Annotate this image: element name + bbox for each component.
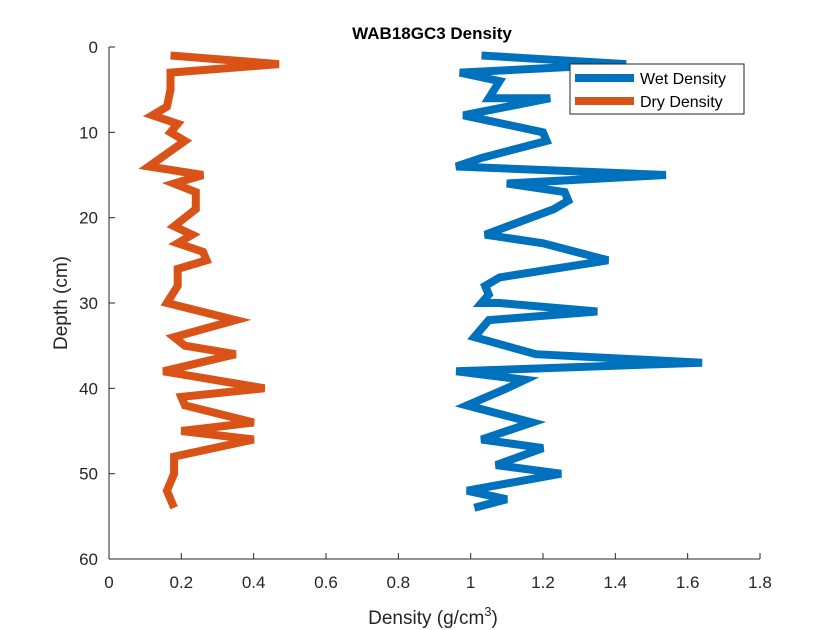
dry-density-line (138, 51, 280, 510)
x-axis-label-superscript: 3 (484, 604, 491, 619)
y-tick-label: 10 (79, 123, 98, 142)
x-tick-label: 0 (104, 573, 113, 592)
x-tick-label: 0.4 (242, 573, 266, 592)
wet-density-line (454, 51, 703, 512)
x-tick-label: 1.2 (531, 573, 555, 592)
x-tick-label: 0.8 (387, 573, 411, 592)
x-tick-label: 1.6 (676, 573, 700, 592)
y-axis-label: Depth (cm) (51, 256, 72, 350)
plot-series (138, 51, 703, 512)
legend-box (569, 63, 745, 115)
y-tick-label: 0 (89, 38, 98, 57)
legend-label-dry: Dry Density (640, 94, 723, 111)
x-tick-label: 0.6 (314, 573, 338, 592)
legend: Wet Density Dry Density (569, 63, 745, 115)
x-axis-label: Density (g/cm3) (368, 604, 498, 629)
y-tick-label: 30 (79, 294, 98, 313)
x-tick-label: 1 (466, 573, 475, 592)
y-tick-label: 20 (79, 209, 98, 228)
x-tick-label: 1.8 (748, 573, 772, 592)
x-tick-label: 0.2 (170, 573, 194, 592)
x-axis-label-suffix: ) (492, 608, 498, 629)
legend-label-wet: Wet Density (640, 71, 726, 88)
x-tick-label: 1.4 (604, 573, 628, 592)
y-tick-label: 60 (79, 550, 98, 569)
x-axis-label-main: Density (g/cm (368, 608, 484, 629)
chart-title: WAB18GC3 Density (352, 24, 512, 43)
y-tick-label: 50 (79, 465, 98, 484)
y-tick-label: 40 (79, 379, 98, 398)
tick-marks: 0 0.2 0.4 0.6 0.8 1 1.2 1.4 1.6 1.8 0 10 20 30 40 50 60 (79, 38, 772, 592)
